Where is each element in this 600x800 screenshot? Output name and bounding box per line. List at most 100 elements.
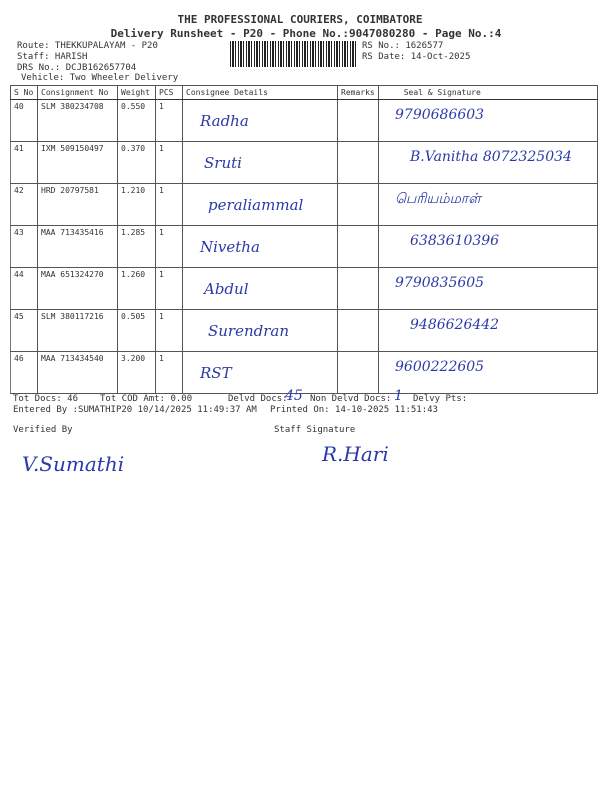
cell-wt: 0.370 xyxy=(117,141,156,184)
delvy-pts: Delvy Pts: xyxy=(413,394,468,404)
delvd-handwritten: 45 xyxy=(285,388,303,404)
consignee-handwritten: Abdul xyxy=(204,280,249,298)
signature-cell xyxy=(377,99,599,142)
remarks-cell xyxy=(337,351,379,394)
consignee-handwritten: Nivetha xyxy=(200,238,260,256)
entered-by: Entered By :SUMATHIP20 10/14/2025 11:49:… xyxy=(13,405,257,415)
column-header: Consignment No xyxy=(37,85,118,100)
staff-signature: R.Hari xyxy=(322,442,389,466)
cell-pcs: 1 xyxy=(155,309,183,352)
signature-cell xyxy=(377,309,599,352)
signature-cell xyxy=(377,183,599,226)
signature-handwritten: பெரியம்மாள் xyxy=(395,191,481,207)
tot-cod: Tot COD Amt: 0.00 xyxy=(100,394,193,404)
remarks-cell xyxy=(337,99,379,142)
signature-cell xyxy=(377,267,599,310)
verifier-signature: V.Sumathi xyxy=(22,452,125,476)
table-row: 43 MAA 713435416 1.285 1 xyxy=(10,225,599,268)
cell-cn: HRD 20797581 xyxy=(37,183,118,226)
cell-cn: MAA 651324270 xyxy=(37,267,118,310)
cell-pcs: 1 xyxy=(155,99,183,142)
cell-sno: 46 xyxy=(10,351,38,394)
cell-cn: MAA 713435416 xyxy=(37,225,118,268)
company-name: THE PROFESSIONAL COURIERS, COIMBATORE xyxy=(177,13,423,26)
cell-wt: 1.210 xyxy=(117,183,156,226)
column-header: S No xyxy=(10,85,38,100)
barcode xyxy=(230,41,358,67)
runsheet-title: Delivery Runsheet - P20 - Phone No.:9047… xyxy=(110,27,502,40)
consignee-handwritten: peraliammal xyxy=(208,196,304,214)
cell-wt: 0.550 xyxy=(117,99,156,142)
table-row: 44 MAA 651324270 1.260 1 xyxy=(10,267,599,310)
non-delvd-handwritten: 1 xyxy=(394,388,403,404)
route: Route: THEKKUPALAYAM - P20 xyxy=(17,41,158,51)
cell-sno: 43 xyxy=(10,225,38,268)
cell-sno: 40 xyxy=(10,99,38,142)
delvd-docs: Delvd Docs: xyxy=(228,394,288,404)
table-row: 46 MAA 713434540 3.200 1 xyxy=(10,351,599,394)
consignee-cell xyxy=(182,267,338,310)
cell-wt: 1.285 xyxy=(117,225,156,268)
column-header: Remarks xyxy=(337,85,379,100)
non-delvd-docs: Non Delvd Docs: xyxy=(310,394,392,404)
cell-wt: 1.260 xyxy=(117,267,156,310)
column-header: PCS xyxy=(155,85,183,100)
consignee-cell xyxy=(182,183,338,226)
cell-sno: 44 xyxy=(10,267,38,310)
cell-pcs: 1 xyxy=(155,225,183,268)
cell-sno: 45 xyxy=(10,309,38,352)
rs-no: RS No.: 1626577 xyxy=(362,41,444,51)
consignee-cell xyxy=(182,225,338,268)
cell-cn: SLM 380234708 xyxy=(37,99,118,142)
signature-cell xyxy=(377,351,599,394)
drs-no: DRS No.: DCJB162657704 xyxy=(17,63,137,73)
signature-handwritten: B.Vanitha 8072325034 xyxy=(410,149,572,165)
table-row: 45 SLM 380117216 0.505 1 xyxy=(10,309,599,352)
consignee-handwritten: Surendran xyxy=(208,322,290,340)
cell-wt: 0.505 xyxy=(117,309,156,352)
rs-date: RS Date: 14-Oct-2025 xyxy=(362,52,471,62)
consignee-cell xyxy=(182,99,338,142)
signature-handwritten: 9486626442 xyxy=(410,317,500,333)
signature-handwritten: 9790686603 xyxy=(395,107,485,123)
runsheet-table: S No Consignment No Weight PCS Consignee Det… xyxy=(10,85,599,394)
cell-pcs: 1 xyxy=(155,141,183,184)
staff-signature-label: Staff Signature xyxy=(274,425,356,435)
consignee-cell xyxy=(182,351,338,394)
cell-cn: IXM 509150497 xyxy=(37,141,118,184)
printed-on: Printed On: 14-10-2025 11:51:43 xyxy=(270,405,438,415)
cell-sno: 42 xyxy=(10,183,38,226)
table-row: 42 HRD 20797581 1.210 1 xyxy=(10,183,599,226)
cell-sno: 41 xyxy=(10,141,38,184)
signature-handwritten: 9600222605 xyxy=(395,359,485,375)
consignee-handwritten: Radha xyxy=(200,112,249,130)
cell-wt: 3.200 xyxy=(117,351,156,394)
table-row: 41 IXM 509150497 0.370 1 xyxy=(10,141,599,184)
cell-pcs: 1 xyxy=(155,351,183,394)
cell-pcs: 1 xyxy=(155,183,183,226)
signature-cell xyxy=(377,141,599,184)
vehicle: Vehicle: Two Wheeler Delivery xyxy=(21,73,179,83)
signature-handwritten: 9790835605 xyxy=(395,275,485,291)
column-header: Weight xyxy=(117,85,156,100)
cell-pcs: 1 xyxy=(155,267,183,310)
consignee-handwritten: Sruti xyxy=(204,154,242,172)
staff: Staff: HARISH xyxy=(17,52,88,62)
cell-cn: MAA 713434540 xyxy=(37,351,118,394)
tot-docs: Tot Docs: 46 xyxy=(13,394,79,404)
column-header: Consignee Details xyxy=(182,85,338,100)
remarks-cell xyxy=(337,141,379,184)
table-row: 40 SLM 380234708 0.550 1 xyxy=(10,99,599,142)
consignee-cell xyxy=(182,141,338,184)
signature-handwritten: 6383610396 xyxy=(410,233,500,249)
consignee-cell xyxy=(182,309,338,352)
remarks-cell xyxy=(337,183,379,226)
column-header: Seal & Signature xyxy=(377,85,599,100)
signature-cell xyxy=(377,225,599,268)
verified-by-label: Verified By xyxy=(13,425,73,435)
remarks-cell xyxy=(337,309,379,352)
cell-cn: SLM 380117216 xyxy=(37,309,118,352)
consignee-handwritten: RST xyxy=(200,364,232,382)
remarks-cell xyxy=(337,267,379,310)
remarks-cell xyxy=(337,225,379,268)
